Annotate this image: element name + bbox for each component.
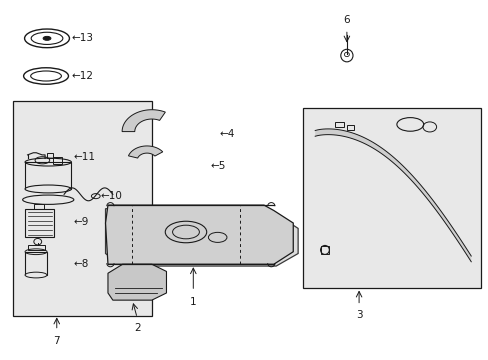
Bar	[53, 157, 62, 163]
Text: ←10: ←10	[101, 191, 122, 201]
Polygon shape	[108, 264, 166, 300]
Text: ←5: ←5	[210, 161, 225, 171]
Text: ←12: ←12	[71, 71, 93, 81]
Bar	[27, 244, 44, 250]
Bar	[47, 153, 53, 158]
Bar	[25, 209, 54, 237]
Ellipse shape	[43, 36, 51, 40]
Text: 2: 2	[134, 323, 140, 333]
Polygon shape	[105, 209, 298, 266]
Polygon shape	[105, 205, 293, 264]
Text: 3: 3	[355, 310, 362, 320]
Bar	[34, 204, 43, 209]
Text: 1: 1	[190, 297, 196, 307]
Bar	[25, 162, 71, 189]
Text: ←9: ←9	[74, 217, 89, 227]
Text: 7: 7	[53, 336, 60, 346]
Ellipse shape	[25, 272, 47, 278]
Text: 6: 6	[343, 15, 349, 26]
Ellipse shape	[25, 185, 71, 193]
Bar	[346, 126, 353, 130]
Polygon shape	[122, 110, 165, 132]
Bar	[25, 252, 47, 275]
Text: ←4: ←4	[219, 129, 234, 139]
Bar	[13, 101, 152, 316]
Bar	[334, 122, 344, 127]
Bar	[320, 246, 329, 253]
Text: ←11: ←11	[74, 152, 96, 162]
Text: ←13: ←13	[71, 33, 93, 43]
Polygon shape	[128, 146, 163, 158]
Bar	[303, 108, 480, 288]
Text: ←8: ←8	[74, 258, 89, 269]
